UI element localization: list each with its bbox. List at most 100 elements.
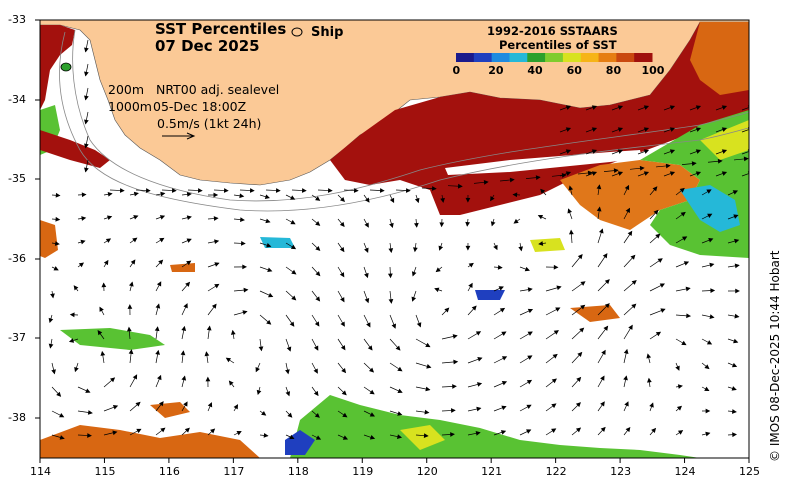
current-arrow — [597, 426, 606, 436]
current-arrow — [259, 266, 273, 273]
current-arrow — [207, 303, 217, 316]
current-arrow — [597, 325, 609, 340]
current-arrow — [715, 127, 728, 133]
current-arrow — [285, 410, 293, 418]
current-arrow — [663, 171, 676, 177]
current-arrow — [363, 242, 369, 253]
current-arrow — [285, 338, 292, 352]
current-arrow — [181, 427, 190, 436]
current-arrow — [434, 287, 443, 293]
current-arrow — [545, 353, 558, 364]
current-arrow — [663, 149, 676, 155]
current-arrow — [51, 362, 56, 375]
current-arrow — [101, 282, 107, 292]
y-axis-ticks — [35, 19, 40, 419]
current-arrow — [291, 188, 307, 193]
current-arrow — [597, 375, 605, 388]
current-arrow — [51, 192, 61, 198]
current-arrow — [701, 362, 710, 370]
current-arrow — [559, 105, 572, 111]
current-arrow — [623, 230, 633, 244]
current-arrow — [519, 429, 532, 436]
current-arrow — [233, 431, 242, 436]
current-arrow — [701, 408, 711, 414]
current-arrow — [727, 214, 739, 220]
scale-arrow-icon — [162, 132, 196, 140]
current-arrow — [259, 433, 269, 438]
current-arrow — [230, 329, 236, 340]
current-arrow — [675, 313, 692, 319]
current-arrow — [129, 259, 136, 268]
legend-tick-label: 0 — [452, 64, 461, 77]
current-arrow — [363, 194, 370, 203]
current-arrow — [571, 304, 586, 316]
current-arrow — [623, 184, 630, 196]
y-tick-label: -37 — [8, 331, 26, 344]
current-arrow — [311, 362, 318, 374]
ship-marker-icon — [291, 27, 303, 37]
current-arrow — [311, 218, 321, 226]
x-tick-label: 121 — [481, 465, 503, 478]
current-arrow — [519, 331, 533, 340]
legend-tick-label: 100 — [641, 64, 665, 77]
current-arrow — [259, 218, 271, 224]
current-arrow — [493, 286, 504, 292]
current-arrow — [493, 242, 498, 251]
current-arrow — [438, 242, 444, 251]
current-arrow — [363, 290, 370, 304]
current-arrow — [493, 381, 508, 388]
current-arrow — [155, 215, 166, 220]
current-arrow — [701, 314, 715, 319]
current-arrow — [597, 253, 608, 268]
current-arrow — [545, 403, 557, 412]
current-arrow — [623, 426, 631, 436]
current-arrow — [155, 191, 166, 197]
current-arrow — [727, 288, 740, 294]
current-arrow — [48, 338, 54, 349]
current-arrow — [207, 216, 219, 221]
current-arrow — [512, 192, 521, 198]
product-label: NRT00 adj. sealevel — [156, 82, 280, 97]
x-tick-label: 118 — [287, 465, 309, 478]
current-arrow — [77, 410, 93, 415]
current-arrow — [187, 188, 203, 193]
current-arrow — [689, 149, 702, 155]
current-arrow — [73, 285, 79, 292]
current-arrow — [571, 376, 582, 388]
current-arrow — [233, 264, 248, 270]
current-arrow — [568, 185, 574, 196]
sst-cyan-southeast — [680, 185, 740, 232]
current-arrow — [337, 194, 346, 202]
current-arrow — [597, 349, 606, 364]
current-arrow — [493, 331, 507, 340]
current-arrow — [414, 194, 420, 204]
current-arrow — [597, 303, 610, 316]
current-arrow — [77, 239, 86, 245]
contour-label-200m: 200m — [108, 82, 145, 97]
legend-color-swatch — [545, 53, 564, 62]
current-arrow — [233, 404, 239, 412]
current-arrow — [285, 386, 291, 397]
current-arrow — [675, 261, 690, 268]
current-arrow — [545, 285, 562, 292]
current-arrow — [411, 266, 417, 277]
current-arrow — [84, 111, 89, 125]
current-arrow — [369, 188, 385, 193]
current-arrow — [519, 308, 534, 316]
current-arrow — [571, 254, 583, 268]
current-arrow — [259, 242, 272, 248]
current-arrow — [311, 434, 322, 440]
current-arrow — [701, 431, 711, 437]
sst-orange-east — [690, 22, 749, 95]
legend-title: 1992-2016 SSTAARS — [487, 24, 618, 38]
current-arrow — [129, 401, 141, 412]
current-arrow — [649, 427, 657, 436]
current-arrow — [663, 127, 676, 133]
current-arrow — [74, 362, 79, 373]
current-arrow — [518, 242, 524, 252]
current-arrow — [467, 305, 477, 316]
y-tick-label: -35 — [8, 172, 26, 185]
current-arrow — [414, 218, 419, 228]
current-arrow — [611, 105, 624, 111]
contour-1000m — [59, 31, 749, 212]
